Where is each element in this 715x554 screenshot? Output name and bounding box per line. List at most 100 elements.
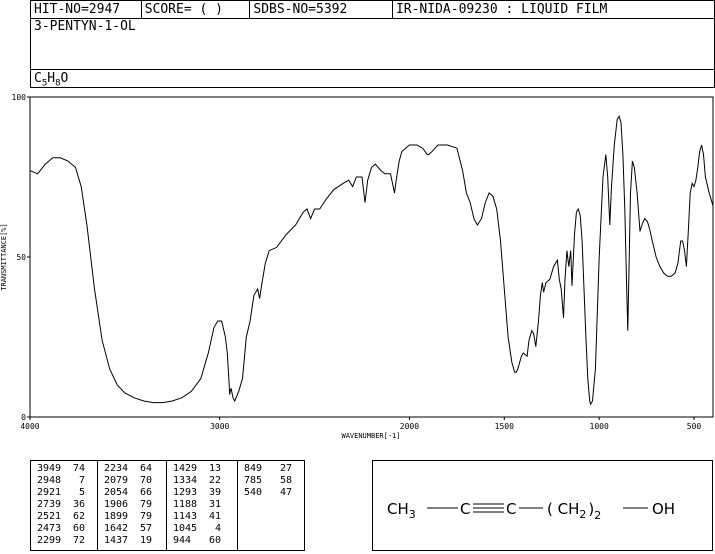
peak-row: 2739 36 [31,499,97,511]
alkyne-carbon-2: C [506,500,516,518]
peak-row: 1045 4 [167,523,237,535]
peak-row: 2234 64 [98,463,166,475]
header-info-row: HIT-NO=2947 SCORE= ( ) SDBS-NO=5392 IR-N… [30,0,715,19]
score-field: SCORE= ( ) [142,1,251,18]
peak-transmittance: 27 [279,463,292,474]
y-tick-label: 50 [16,253,26,262]
peak-transmittance: 31 [208,499,221,510]
peak-row: 1334 22 [167,475,237,487]
peak-transmittance: 36 [72,499,85,510]
peak-table: 3949 74 2948 7 2921 5 2739 36 2521 62 2473 60 2299 72… [30,460,305,551]
peak-row: 2521 62 [31,511,97,523]
x-tick-label: 1000 [590,422,609,431]
peak-wavenumber: 2948 [37,475,62,486]
ch3-label: CH3 [387,500,416,521]
peak-wavenumber: 1437 [104,535,129,546]
peak-transmittance: 62 [72,511,85,522]
peak-transmittance: 41 [208,511,221,522]
formula-c: C [34,71,42,86]
x-tick-label: 500 [687,422,702,431]
peak-row: 2921 5 [31,487,97,499]
peak-transmittance: 79 [139,499,152,510]
peak-transmittance: 13 [208,463,221,474]
compound-name: 3-PENTYN-1-OL [30,18,715,70]
plot-frame [29,96,714,418]
peak-wavenumber: 2739 [37,499,62,510]
y-axis-label: TRANSMITTANCE[%] [0,223,8,290]
formula-o: O [60,71,69,86]
peak-row: 2054 66 [98,487,166,499]
peak-wavenumber: 944 [173,535,192,546]
peak-wavenumber: 1293 [173,487,198,498]
peak-row: 1642 57 [98,523,166,535]
sdbs-number: SDBS-NO=5392 [250,1,393,18]
peak-transmittance: 7 [78,475,85,486]
peak-transmittance: 70 [139,475,152,486]
peak-transmittance: 47 [279,487,292,498]
ir-nida-info: IR-NIDA-09230 : LIQUID FILM [395,2,608,17]
y-axis-ticks: 0 50 100 [12,93,30,422]
peak-wavenumber: 2473 [37,523,62,534]
peak-wavenumber: 2234 [104,463,129,474]
peak-transmittance: 22 [208,475,221,486]
x-axis-ticks: 4000 3000 2000 1500 1000 500 [20,417,701,431]
formula-h-count: 8 [55,78,61,89]
y-tick-label: 0 [21,413,26,422]
peak-transmittance: 74 [72,463,85,474]
peak-transmittance: 58 [279,475,292,486]
peak-transmittance: 64 [139,463,152,474]
peak-wavenumber: 2079 [104,475,129,486]
peak-column: 1429 13 1334 22 1293 39 1188 31 1143 41 1045 4 944 60 [167,461,238,550]
peak-row: 2299 72 [31,535,97,547]
peak-row: 1188 31 [167,499,237,511]
peak-column: 3949 74 2948 7 2921 5 2739 36 2521 62 2473 60 2299 72 [31,461,98,550]
ch2-group-label: ( CH2)2 [547,500,601,522]
peak-transmittance: 60 [72,523,85,534]
peak-wavenumber: 1143 [173,511,198,522]
peak-wavenumber: 2299 [37,535,62,546]
x-tick-label: 2000 [400,422,419,431]
structure-formula: CH3 C C ( CH2)2 OH [387,500,675,522]
peak-transmittance: 19 [139,535,152,546]
peak-wavenumber: 1429 [173,463,198,474]
peak-wavenumber: 1906 [104,499,129,510]
peak-row: 1143 41 [167,511,237,523]
peak-wavenumber: 849 [244,463,263,474]
peak-transmittance: 79 [139,511,152,522]
peak-wavenumber: 1045 [173,523,198,534]
peak-transmittance: 72 [72,535,85,546]
formula-c-count: 5 [41,78,48,89]
structure-box: CH3 C C ( CH2)2 OH [372,460,713,551]
molecular-formula: C5H8O [30,69,715,89]
peak-transmittance: 5 [78,487,85,498]
peak-wavenumber: 1188 [173,499,198,510]
x-axis-label: WAVENUMBER[-1] [341,432,400,440]
peak-column: 2234 64 2079 70 2054 66 1906 79 1899 79 1642 57 1437… [98,461,167,550]
ir-spectrum-chart: 0 50 100 4000 3000 2000 1500 1000 500 TRANSMITT… [0,93,714,440]
spectrum-line [29,114,714,406]
peak-wavenumber: 785 [244,475,263,486]
x-tick-label: 4000 [20,422,39,431]
peak-wavenumber: 540 [244,487,263,498]
x-tick-label: 3000 [210,422,229,431]
peak-row: 1429 13 [167,463,237,475]
alkyne-carbon-1: C [460,500,470,518]
peak-row: 540 47 [238,487,304,499]
peak-row: 1899 79 [98,511,166,523]
peak-row: 2948 7 [31,475,97,487]
peak-wavenumber: 2521 [37,511,62,522]
peak-wavenumber: 2921 [37,487,62,498]
peak-transmittance: 66 [139,487,152,498]
peak-row: 849 27 [238,463,304,475]
peak-row: 1437 19 [98,535,166,547]
peak-row: 785 58 [238,475,304,487]
x-tick-label: 1500 [495,422,514,431]
peak-row: 2079 70 [98,475,166,487]
peak-transmittance: 57 [139,523,152,534]
peak-transmittance: 39 [208,487,221,498]
peak-transmittance: 4 [214,523,221,534]
peak-row: 944 60 [167,535,237,547]
peak-wavenumber: 2054 [104,487,129,498]
peak-row: 3949 74 [31,463,97,475]
peak-wavenumber: 1334 [173,475,198,486]
